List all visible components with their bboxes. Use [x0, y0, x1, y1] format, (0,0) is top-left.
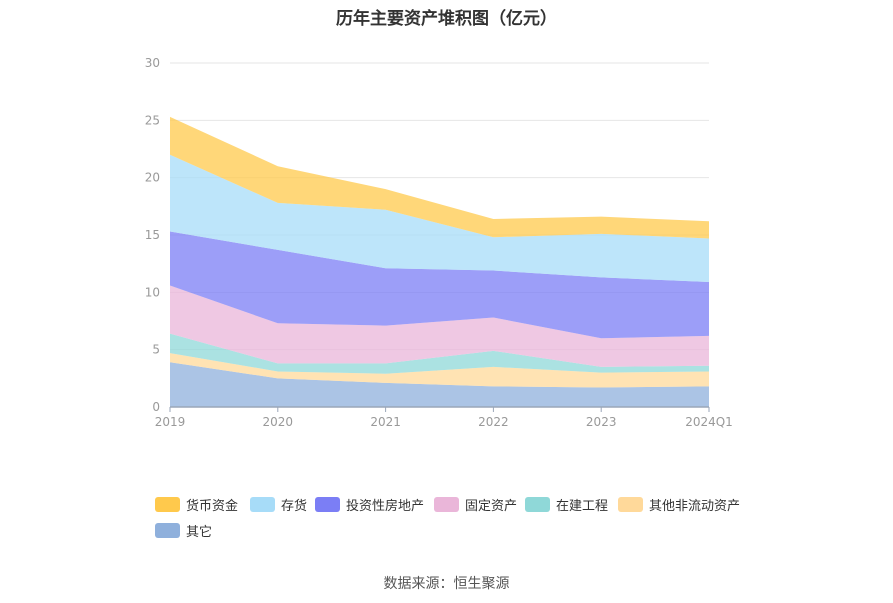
legend-item[interactable]: 在建工程: [525, 495, 608, 514]
legend-item[interactable]: 其它: [155, 521, 212, 540]
data-source: 数据来源：恒生聚源: [383, 576, 510, 592]
legend-swatch: [250, 497, 275, 512]
y-tick-label: 10: [145, 285, 160, 299]
legend-label: 投资性房地产: [346, 499, 425, 514]
x-tick-label: 2019: [155, 415, 186, 429]
legend-swatch: [434, 497, 459, 512]
y-tick-label: 25: [145, 113, 160, 127]
legend-item[interactable]: 存货: [250, 495, 307, 514]
legend-item[interactable]: 货币资金: [155, 495, 238, 514]
y-tick-label: 30: [145, 56, 160, 70]
area-series-1: [170, 353, 709, 388]
legend-swatch: [315, 497, 340, 512]
area-series-0: [170, 362, 709, 407]
axes: 0 5 10 15 20 25 30 2019 2020 2021 2022 2023 2024Q1: [145, 56, 733, 429]
x-tick-label: 2020: [263, 415, 294, 429]
x-tick-label: 2022: [478, 415, 509, 429]
legend-label: 固定资产: [465, 499, 518, 514]
x-tick-label: 2023: [586, 415, 617, 429]
area-series-2: [170, 333, 709, 374]
x-tick-label: 2024Q1: [685, 415, 733, 429]
legend-swatch: [155, 523, 180, 538]
chart-title: 历年主要资产堆积图（亿元）: [336, 9, 557, 29]
legend-item[interactable]: 固定资产: [434, 495, 517, 514]
area-series-4: [170, 231, 709, 339]
legend-item[interactable]: 其他非流动资产: [618, 495, 740, 514]
legend-label: 在建工程: [556, 499, 609, 514]
legend-label: 存货: [281, 499, 308, 514]
legend-label: 其他非流动资产: [649, 499, 741, 514]
legend-item[interactable]: 投资性房地产: [315, 495, 424, 514]
legend-label: 货币资金: [186, 499, 239, 514]
area-series-6: [170, 116, 709, 239]
legend-swatch: [155, 497, 180, 512]
legend-label: 其它: [186, 525, 213, 540]
x-tick-label: 2021: [370, 415, 401, 429]
areas: [170, 116, 709, 407]
legend-swatch: [525, 497, 550, 512]
y-tick-label: 5: [152, 343, 160, 357]
area-series-5: [170, 154, 709, 283]
y-tick-label: 0: [152, 400, 160, 414]
legend-swatch: [618, 497, 643, 512]
y-tick-label: 15: [145, 228, 160, 242]
y-tick-label: 20: [145, 171, 160, 185]
area-series-3: [170, 285, 709, 367]
